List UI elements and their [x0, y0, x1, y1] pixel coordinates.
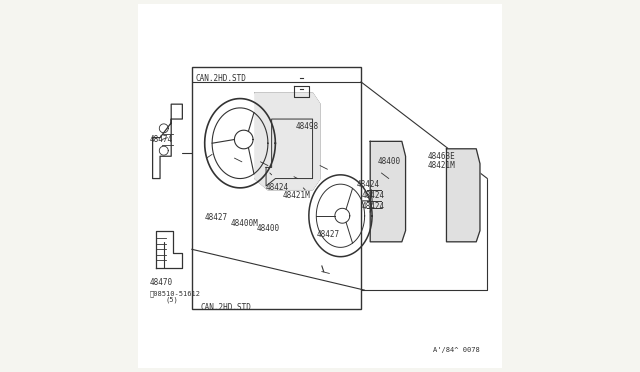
Text: Ⓝ08510-51612: Ⓝ08510-51612 [150, 291, 200, 297]
Polygon shape [447, 149, 480, 242]
Text: 48424: 48424 [362, 191, 385, 200]
Text: 48400: 48400 [257, 224, 280, 233]
Text: CAN.2HD.STD: CAN.2HD.STD [201, 303, 252, 312]
Text: 48421M: 48421M [428, 161, 456, 170]
Polygon shape [370, 141, 406, 242]
Text: 48424: 48424 [356, 180, 380, 189]
Text: 48463E: 48463E [428, 152, 456, 161]
Text: 48424: 48424 [266, 183, 289, 192]
Polygon shape [255, 93, 320, 190]
Text: 48427: 48427 [316, 230, 339, 239]
Text: 48400: 48400 [378, 157, 401, 166]
Text: 48498: 48498 [296, 122, 319, 131]
Text: 48424: 48424 [362, 202, 385, 211]
Text: CAN.2HD.STD: CAN.2HD.STD [195, 74, 246, 83]
FancyBboxPatch shape [138, 4, 502, 368]
Bar [191, 67, 361, 309]
Text: 48421M: 48421M [283, 191, 310, 200]
Text: 48474: 48474 [150, 135, 173, 144]
Text: 48427: 48427 [205, 213, 228, 222]
Text: 48400M: 48400M [231, 219, 259, 228]
Text: 48470: 48470 [150, 278, 173, 287]
Text: A'/84^ 0078: A'/84^ 0078 [433, 347, 480, 353]
Text: (5): (5) [166, 296, 179, 303]
